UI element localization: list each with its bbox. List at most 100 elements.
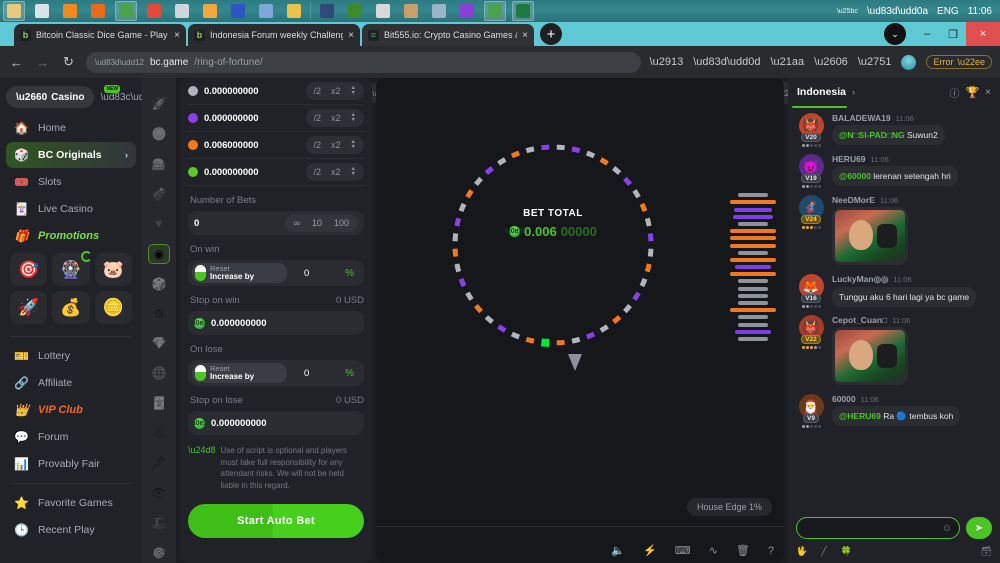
rocket-tile[interactable]: 🚀 <box>10 291 48 324</box>
close-tab-icon[interactable]: × <box>522 29 528 41</box>
tray-expand-icon[interactable]: \u25bc <box>836 7 858 15</box>
limbo-icon[interactable]: ⏱ <box>154 425 164 440</box>
sidebar-item-bc-originals[interactable]: 🎲 BC Originals › <box>6 142 136 168</box>
chip-icon[interactable]: 🎰 <box>151 156 167 171</box>
close-tab-icon[interactable]: × <box>174 29 180 41</box>
quantity-stepper[interactable]: ▲ ▼ <box>350 112 356 123</box>
chat-message-input[interactable]: ☺ <box>796 517 960 539</box>
media-player-icon[interactable] <box>31 1 53 21</box>
back-button[interactable]: ← <box>10 54 23 70</box>
halve-bet-button[interactable]: /2 <box>313 86 322 96</box>
mines-icon[interactable]: 💎 <box>151 336 167 351</box>
keno-icon[interactable]: 🖊 <box>151 456 167 471</box>
close-tab-icon[interactable]: × <box>348 29 354 41</box>
video-player-icon[interactable] <box>59 1 81 21</box>
zoom-search-icon[interactable]: \ud83d\udd0d <box>693 56 761 68</box>
penguin-icon[interactable] <box>316 1 338 21</box>
close-window-button[interactable]: × <box>966 22 1000 46</box>
language-indicator[interactable]: ENG <box>937 5 959 17</box>
stats-icon[interactable]: ∿ <box>708 545 718 557</box>
sidebar-item-vip-club[interactable]: 👑 VIP Club <box>6 397 136 423</box>
preset-100[interactable]: 100 <box>333 218 349 228</box>
piggy-bank-tile[interactable]: 🐷 <box>94 253 132 286</box>
cards-icon[interactable]: 🃏 <box>151 396 167 411</box>
quantity-stepper[interactable]: ▲ ▼ <box>350 139 356 150</box>
sidepanel-icon[interactable]: \u2751 <box>857 56 892 68</box>
sidebar-item-favorite-games[interactable]: ⭐ Favorite Games <box>6 490 136 516</box>
dart-icon[interactable]: 🎯 <box>151 546 167 561</box>
chrome-icon[interactable] <box>115 1 137 21</box>
plinko-icon[interactable]: 🔻 <box>151 216 167 231</box>
send-message-button[interactable]: ➤ <box>966 517 992 539</box>
turtle-icon[interactable] <box>344 1 366 21</box>
crash-icon[interactable]: 🌐 <box>151 366 167 381</box>
quantity-stepper[interactable]: ▲ ▼ <box>350 85 356 96</box>
chat-username[interactable]: HERU69 <box>832 154 866 164</box>
keyboard-icon[interactable]: ⌨ <box>674 545 691 557</box>
dice-icon[interactable]: 🎲 <box>151 276 167 291</box>
chat-room-name[interactable]: Indonesia <box>797 86 847 98</box>
halve-bet-button[interactable]: /2 <box>313 113 322 123</box>
browser-tab[interactable]: b Bitcoin Classic Dice Game - Play × <box>14 24 186 46</box>
rain-icon[interactable]: ╱ <box>821 546 827 556</box>
bet-row[interactable]: 0.000000000/2 x2 ▲ ▼ <box>188 78 364 105</box>
stop-on-lose-field[interactable]: \u0e3f 0.000000000 <box>188 411 364 435</box>
on-win-toggle[interactable]: Reset Increase by <box>192 263 287 283</box>
chevron-right-icon[interactable]: › <box>125 150 128 160</box>
chat-mention[interactable]: @60000 <box>839 171 871 181</box>
target-tile[interactable]: 🎯 <box>10 253 48 286</box>
sidebar-item-home[interactable]: 🏠 Home <box>6 115 136 141</box>
on-lose-field[interactable]: Reset Increase by 0 % <box>188 360 364 386</box>
quantity-stepper[interactable]: ▲ ▼ <box>350 166 356 177</box>
maximize-button[interactable]: ❐ <box>948 28 958 41</box>
chat-image-bubble[interactable] <box>832 207 908 265</box>
vlc-icon[interactable] <box>456 1 478 21</box>
ring-of-fortune-icon[interactable]: ◉ <box>148 243 170 264</box>
tab-sports[interactable]: NEW \ud83c\udfc0 Sports <box>98 84 142 103</box>
sidebar-item-live-casino[interactable]: 🃏 Live Casino <box>6 196 136 222</box>
globe-icon[interactable] <box>372 1 394 21</box>
sidebar-item-lottery[interactable]: 🎫 Lottery <box>6 343 136 369</box>
sidebar-item-forum[interactable]: 💬 Forum <box>6 424 136 450</box>
halve-bet-button[interactable]: /2 <box>313 140 322 150</box>
photo-icon[interactable] <box>428 1 450 21</box>
halve-bet-button[interactable]: /2 <box>313 167 322 177</box>
extension-error-button[interactable]: Error \u22ee <box>926 55 992 69</box>
money-bag-tile[interactable]: 💰 <box>52 291 90 324</box>
new-tab-button[interactable]: + <box>540 23 562 45</box>
hilo-icon[interactable]: 👁 <box>151 486 167 501</box>
sidebar-item-recent-play[interactable]: 🕒 Recent Play <box>6 517 136 543</box>
bet-row[interactable]: 0.006000000/2 x2 ▲ ▼ <box>188 132 364 159</box>
paint-icon[interactable] <box>227 1 249 21</box>
preset-infinite[interactable]: ∞ <box>293 218 300 228</box>
number-of-bets-field[interactable]: 0 ∞ 10 100 <box>188 211 364 235</box>
wheel-icon[interactable]: ⚙ <box>153 306 165 321</box>
chat-username[interactable]: 60000 <box>832 394 856 404</box>
share-icon[interactable]: \u21aa <box>770 56 805 68</box>
sidebar-item-affiliate[interactable]: 🔗 Affiliate <box>6 370 136 396</box>
double-bet-button[interactable]: x2 <box>331 167 341 177</box>
menu-dots-icon[interactable]: \u22ee <box>957 57 985 67</box>
chat-image-bubble[interactable] <box>832 327 908 385</box>
messenger-icon[interactable] <box>143 1 165 21</box>
app-icon[interactable] <box>400 1 422 21</box>
chevron-right-icon[interactable]: › <box>852 87 856 97</box>
video-poker-icon[interactable]: 🎩 <box>151 516 167 531</box>
tip-icon[interactable]: 🍀 <box>840 546 852 556</box>
double-bet-button[interactable]: x2 <box>331 113 341 123</box>
bet-row[interactable]: 0.000000000/2 x2 ▲ ▼ <box>188 105 364 132</box>
file-explorer-icon[interactable] <box>3 1 25 21</box>
inbox-icon[interactable]: 🗃 <box>980 546 992 556</box>
firefox-icon[interactable] <box>87 1 109 21</box>
chat-username[interactable]: BALADEWA19 <box>832 113 891 123</box>
help-icon[interactable]: ? <box>767 544 774 557</box>
sidebar-item-slots[interactable]: 🎟️ Slots <box>6 169 136 195</box>
close-chat-icon[interactable]: × <box>985 86 991 98</box>
ring-of-fortune-wheel[interactable]: BET TOTAL \u0e3f 0.006 00000 <box>376 78 716 518</box>
on-win-field[interactable]: Reset Increase by 0 % <box>188 260 364 286</box>
wheel-tile[interactable]: 🎡 <box>52 251 92 286</box>
tab-search-chevron-icon[interactable]: ⌄ <box>884 23 906 45</box>
reload-button[interactable]: ↻ <box>63 54 74 69</box>
browser-tab[interactable]: b Indonesia Forum weekly Challeng × <box>188 24 360 46</box>
coin-icon[interactable]: 🪙 <box>151 126 167 141</box>
